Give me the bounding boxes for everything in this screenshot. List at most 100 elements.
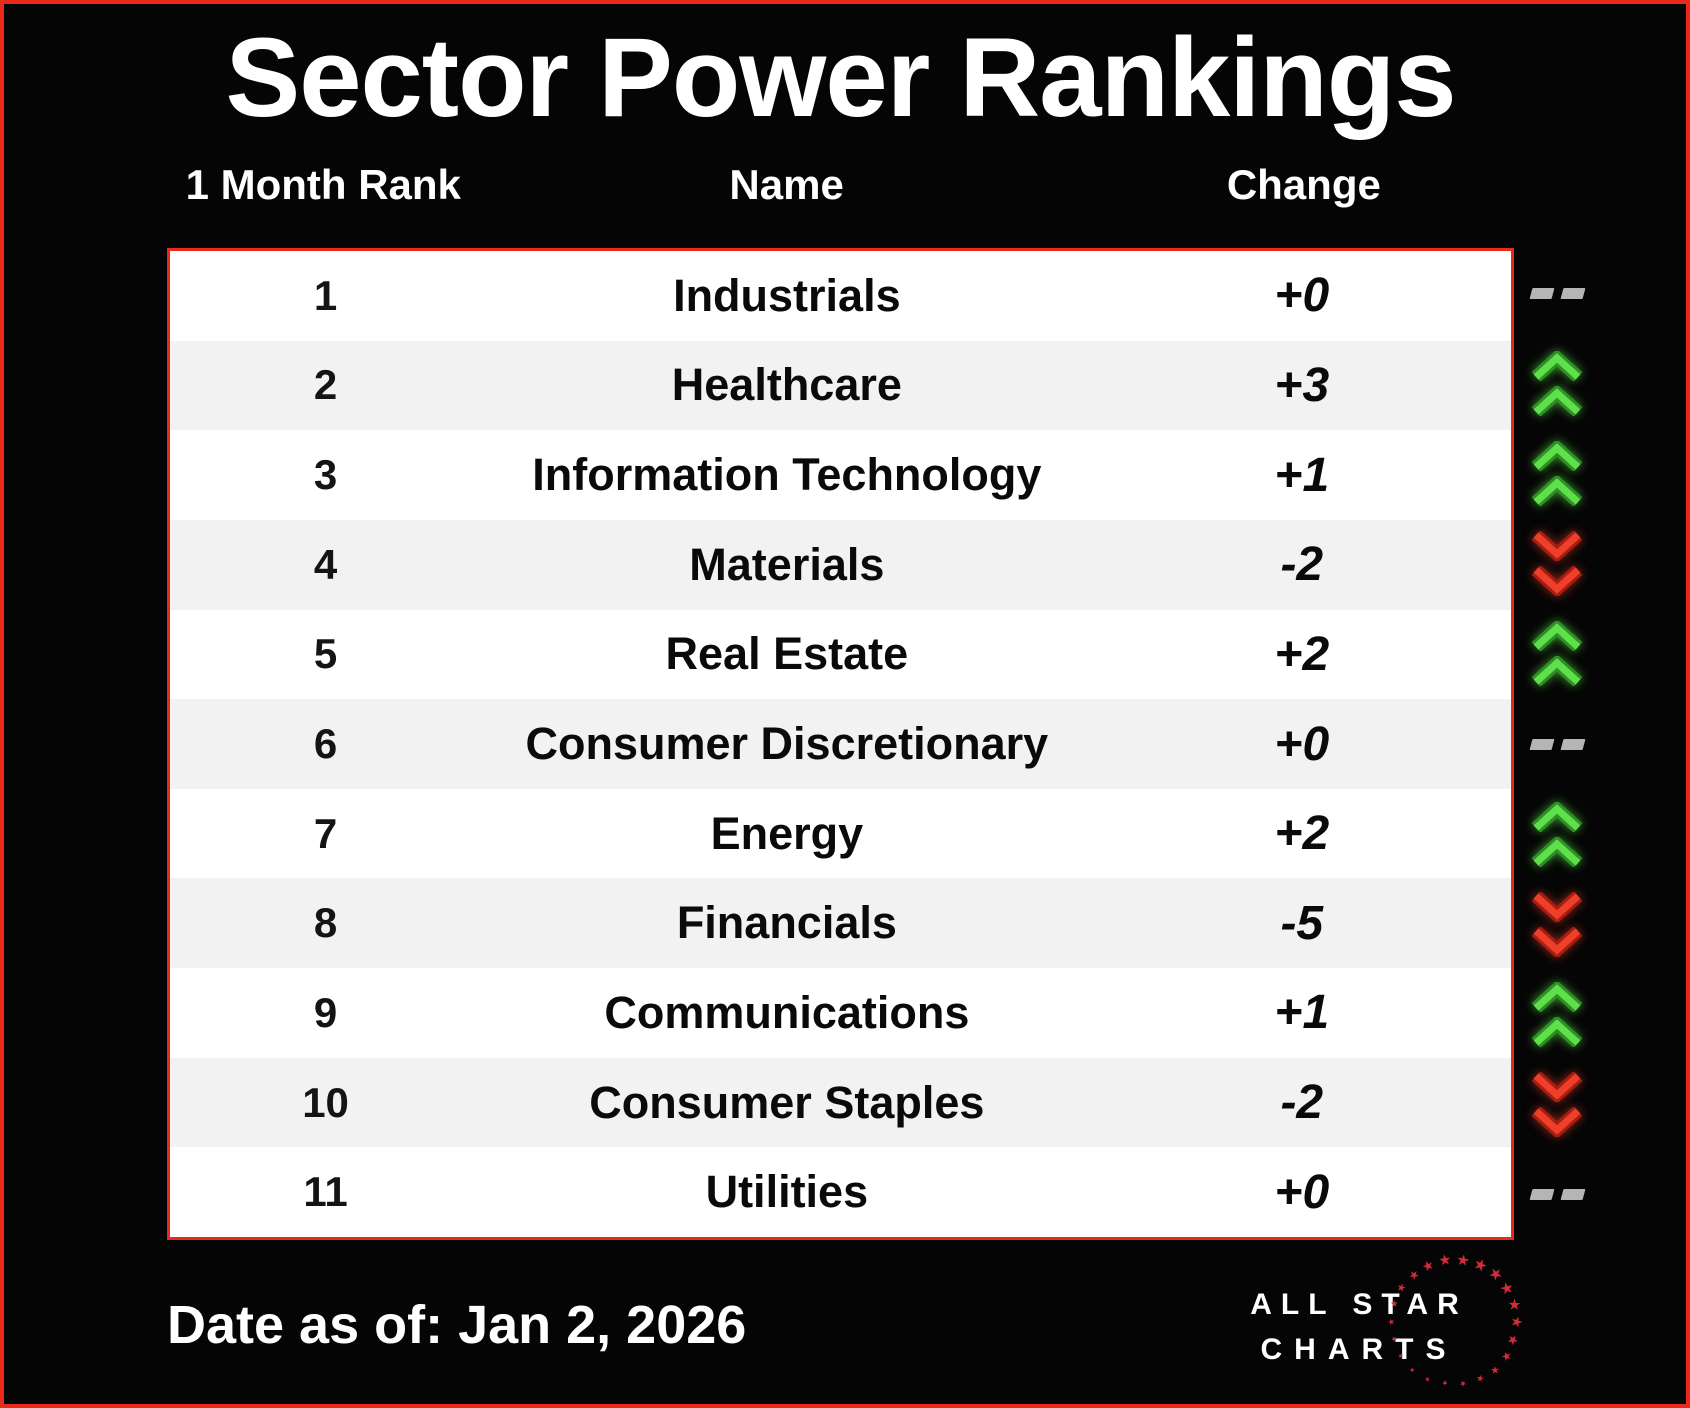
name-cell: Utilities: [705, 1166, 869, 1218]
star-icon: ★: [1419, 1256, 1437, 1275]
table-row: 3 Information Technology +1: [170, 430, 1511, 520]
double-chevron-up-icon: [1531, 836, 1583, 867]
star-icon: ★: [1386, 1318, 1396, 1326]
no-change-dash-icon: [1529, 1189, 1585, 1201]
table-row: 5 Real Estate +2: [170, 609, 1511, 700]
logo-line: CHARTS: [1260, 1333, 1458, 1366]
name-cell: Real Estate: [665, 628, 909, 680]
rank-cell: 6: [313, 720, 338, 768]
column-header-name: Name: [729, 161, 844, 208]
change-cell: +0: [1274, 717, 1330, 771]
change-indicator: [1516, 428, 1598, 518]
change-cell: -2: [1280, 1076, 1324, 1130]
change-indicator: [1516, 789, 1598, 879]
star-icon: ★: [1487, 1362, 1503, 1377]
name-cell: Consumer Staples: [589, 1076, 985, 1128]
table-row: 1 Industrials +0: [170, 251, 1511, 341]
double-chevron-up-icon: [1531, 385, 1583, 416]
table-row: 6 Consumer Discretionary +0: [170, 699, 1511, 789]
star-icon: ★: [1503, 1295, 1524, 1314]
star-icon: ★: [1473, 1372, 1486, 1386]
star-icon: ★: [1423, 1374, 1432, 1384]
change-indicator: [1516, 699, 1598, 789]
allstarcharts-logo: ALL STAR CHARTS ★ ★ ★ ★ ★ ★ ★ ★ ★ ★ ★ ★ ★ ★ ★ ★ ★ ★ ★ ★ ★ ★: [1234, 1244, 1574, 1404]
rank-cell: 11: [303, 1168, 348, 1216]
column-header-rank: 1 Month Rank: [185, 161, 461, 208]
change-cell: -2: [1280, 538, 1324, 592]
name-cell: Consumer Discretionary: [525, 718, 1049, 770]
star-icon: ★: [1455, 1251, 1472, 1270]
star-icon: ★: [1441, 1378, 1449, 1389]
double-chevron-up-icon: [1531, 982, 1583, 1013]
double-chevron-down-icon: [1531, 1072, 1583, 1103]
star-icon: ★: [1495, 1277, 1518, 1299]
name-cell: Communications: [604, 986, 970, 1038]
table-row: 10 Consumer Staples -2: [170, 1057, 1511, 1148]
no-change-dash-icon: [1529, 738, 1585, 750]
name-cell: Industrials: [673, 269, 901, 321]
change-indicator: [1516, 519, 1598, 609]
change-indicator: [1516, 970, 1598, 1060]
name-cell: Energy: [710, 807, 864, 859]
rank-cell: 4: [313, 540, 338, 588]
double-chevron-up-icon: [1531, 621, 1583, 652]
rank-cell: 8: [313, 899, 338, 947]
table-row: 4 Materials -2: [170, 519, 1511, 610]
table-column-headers: 1 Month Rank Name Change: [167, 154, 1514, 216]
change-cell: +0: [1274, 1165, 1330, 1219]
rank-cell: 5: [313, 630, 338, 678]
double-chevron-up-icon: [1531, 350, 1583, 381]
rank-cell: 10: [302, 1078, 349, 1126]
change-cell: +2: [1274, 807, 1330, 861]
change-cell: +1: [1274, 448, 1330, 502]
table-row: 11 Utilities +0: [170, 1147, 1511, 1238]
name-cell: Healthcare: [671, 359, 902, 411]
change-cell: +0: [1274, 269, 1330, 323]
change-indicator: [1516, 609, 1598, 699]
double-chevron-down-icon: [1531, 891, 1583, 922]
column-header-change: Change: [1226, 161, 1381, 208]
change-indicators: [1516, 248, 1598, 1240]
table-row: 8 Financials -5: [170, 878, 1511, 969]
change-cell: +3: [1274, 358, 1330, 412]
change-indicator: [1516, 338, 1598, 428]
no-change-dash-icon: [1529, 287, 1585, 299]
rankings-table: 1 Industrials +0 2 Healthcare +3 3 Information …: [167, 248, 1514, 1240]
change-cell: +1: [1274, 986, 1330, 1040]
star-icon: ★: [1404, 1266, 1423, 1284]
name-cell: Financials: [676, 897, 897, 949]
rank-cell: 7: [313, 809, 338, 857]
star-icon: ★: [1508, 1315, 1525, 1329]
star-icon: ★: [1437, 1251, 1453, 1270]
double-chevron-down-icon: [1531, 1107, 1583, 1138]
name-cell: Information Technology: [532, 449, 1042, 501]
double-chevron-up-icon: [1531, 1017, 1583, 1048]
rank-cell: 1: [313, 271, 338, 319]
change-cell: +2: [1274, 627, 1330, 681]
logo-line: ALL STAR: [1250, 1288, 1468, 1321]
star-icon: ★: [1498, 1347, 1516, 1365]
double-chevron-up-icon: [1531, 475, 1583, 506]
change-indicator: [1516, 248, 1598, 338]
logo-text: ALL STAR CHARTS: [1234, 1282, 1484, 1372]
page-title: Sector Power Rankings: [225, 15, 1456, 140]
change-cell: -5: [1280, 896, 1324, 950]
double-chevron-down-icon: [1531, 566, 1583, 597]
rank-cell: 3: [313, 451, 338, 499]
double-chevron-down-icon: [1531, 531, 1583, 562]
double-chevron-up-icon: [1531, 801, 1583, 832]
star-icon: ★: [1504, 1331, 1523, 1348]
double-chevron-down-icon: [1531, 926, 1583, 957]
table-row: 9 Communications +1: [170, 968, 1511, 1058]
name-cell: Materials: [689, 538, 885, 590]
table-row: 2 Healthcare +3: [170, 340, 1511, 431]
rank-cell: 2: [313, 361, 338, 409]
double-chevron-up-icon: [1531, 440, 1583, 471]
change-indicator: [1516, 1150, 1598, 1240]
table-row: 7 Energy +2: [170, 788, 1511, 879]
date-caption: Date as of: Jan 2, 2026: [167, 1295, 747, 1355]
double-chevron-up-icon: [1531, 656, 1583, 687]
change-indicator: [1516, 879, 1598, 969]
rank-cell: 9: [313, 988, 338, 1036]
